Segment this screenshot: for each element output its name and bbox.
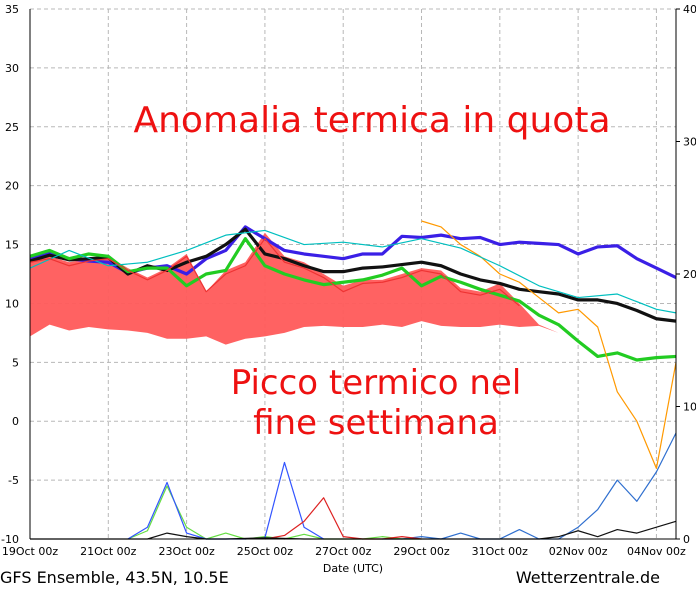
y2-tick-label: 20 [683, 268, 696, 281]
series-line [29, 238, 520, 307]
chart-axes: 35 30 25 20 15 10 5 0 -5 -10 40 30 20 10 0 19Oct 00z 21O… [1, 3, 696, 575]
y-tick-label: -5 [8, 474, 19, 487]
x-axis-title: Date (UTC) [323, 562, 383, 575]
x-tick-label: 21Oct 00z [80, 545, 137, 558]
y2-tick-label: 10 [683, 401, 696, 414]
x-tick-label: 04Nov 00z [627, 545, 686, 558]
spread-band-area [30, 232, 559, 345]
x-tick-label: 27Oct 00z [315, 545, 372, 558]
y2-tick-label: 30 [683, 136, 696, 149]
series-line [382, 432, 677, 540]
series-line [29, 229, 677, 314]
x-tick-label: 25Oct 00z [237, 545, 294, 558]
annotation-line-2: fine settimana [253, 403, 499, 443]
y2-tick-label: 0 [683, 533, 690, 546]
y-tick-label: 5 [12, 356, 19, 369]
y-tick-label: 25 [5, 121, 19, 134]
ensemble-member-lines [29, 220, 677, 540]
chart-annotations: Anomalia termica in quota Picco termico n… [0, 100, 660, 587]
series-line [30, 520, 677, 540]
series-line [264, 497, 422, 540]
ensemble-spread-band [30, 232, 559, 345]
y-tick-label: 20 [5, 180, 19, 193]
x-tick-label: 31Oct 00z [472, 545, 529, 558]
annotation-title: Anomalia termica in quota [133, 100, 610, 141]
chart-grid [30, 8, 676, 539]
y-tick-label: 30 [5, 62, 19, 75]
series-line [127, 461, 324, 540]
footer-right: Wetterzentrale.de [516, 568, 660, 587]
x-tick-label: 23Oct 00z [158, 545, 215, 558]
y-tick-label: 10 [5, 297, 19, 310]
annotation-line-1: Picco termico nel [231, 363, 522, 403]
x-tick-label: 29Oct 00z [393, 545, 450, 558]
x-tick-label: 02Nov 00z [549, 545, 608, 558]
y2-tick-label: 40 [683, 3, 696, 16]
y-tick-label: 35 [5, 3, 19, 16]
y-tick-label: 15 [5, 239, 19, 252]
y-tick-label: -10 [1, 533, 19, 546]
series-line [421, 220, 677, 469]
y-tick-label: 0 [12, 415, 19, 428]
x-tick-label: 19Oct 00z [2, 545, 59, 558]
footer-left: GFS Ensemble, 43.5N, 10.5E [0, 568, 229, 587]
series-line [29, 237, 677, 362]
